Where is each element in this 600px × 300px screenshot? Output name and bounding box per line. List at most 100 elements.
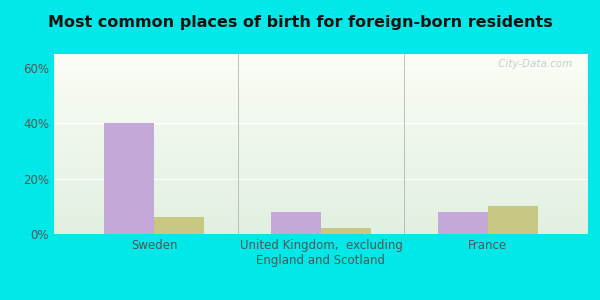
Bar — [54, 81, 588, 83]
Bar — [54, 128, 588, 130]
Bar — [54, 142, 588, 144]
Bar — [54, 151, 588, 153]
Bar — [54, 121, 588, 122]
Bar — [54, 185, 588, 187]
Bar — [54, 178, 588, 180]
Bar — [54, 101, 588, 103]
Bar — [54, 232, 588, 234]
Bar — [54, 54, 588, 56]
Bar — [488, 206, 538, 234]
Bar — [54, 205, 588, 207]
Bar — [54, 117, 588, 119]
Bar — [54, 176, 588, 178]
Bar — [54, 184, 588, 185]
Bar — [54, 119, 588, 121]
Bar — [54, 216, 588, 218]
Bar — [54, 166, 588, 167]
Bar — [54, 225, 588, 227]
Bar — [54, 83, 588, 85]
Bar — [54, 200, 588, 202]
Text: City-Data.com: City-Data.com — [494, 59, 572, 69]
Bar — [54, 175, 588, 176]
Bar — [54, 171, 588, 173]
Bar — [54, 191, 588, 193]
Bar — [54, 77, 588, 79]
Bar — [54, 108, 588, 110]
Bar — [54, 130, 588, 131]
Bar — [54, 94, 588, 95]
Bar — [54, 115, 588, 117]
Bar — [54, 112, 588, 113]
Bar — [54, 223, 588, 225]
Bar — [54, 58, 588, 59]
Bar — [54, 194, 588, 196]
Bar — [54, 164, 588, 166]
Bar — [54, 90, 588, 92]
Bar — [54, 221, 588, 223]
Bar — [54, 173, 588, 175]
Bar — [54, 155, 588, 157]
Bar — [54, 103, 588, 104]
Bar — [54, 214, 588, 216]
Bar — [54, 158, 588, 160]
Bar — [54, 59, 588, 61]
Bar — [54, 149, 588, 151]
Bar — [54, 79, 588, 81]
Bar — [54, 86, 588, 88]
Bar — [54, 207, 588, 209]
Bar — [54, 135, 588, 137]
Bar — [54, 220, 588, 221]
Bar — [54, 88, 588, 90]
Bar — [54, 182, 588, 184]
Bar — [54, 167, 588, 169]
Bar — [54, 131, 588, 133]
Bar — [54, 122, 588, 124]
Bar — [54, 193, 588, 194]
Text: Most common places of birth for foreign-born residents: Most common places of birth for foreign-… — [47, 15, 553, 30]
Bar — [54, 211, 588, 212]
Bar — [54, 99, 588, 101]
Bar — [54, 85, 588, 86]
Bar — [54, 65, 588, 67]
Bar — [54, 196, 588, 198]
Bar — [54, 124, 588, 126]
Bar — [54, 72, 588, 74]
Bar — [438, 212, 488, 234]
Bar — [54, 157, 588, 158]
Bar — [54, 68, 588, 70]
Bar — [54, 56, 588, 58]
Bar — [54, 104, 588, 106]
Bar — [54, 212, 588, 214]
Bar — [54, 137, 588, 139]
Bar — [54, 113, 588, 115]
Bar — [54, 153, 588, 155]
Bar — [54, 144, 588, 146]
Bar — [54, 148, 588, 149]
Bar — [54, 97, 588, 99]
Bar — [54, 227, 588, 229]
Bar — [54, 209, 588, 211]
Bar — [54, 133, 588, 135]
Bar — [54, 162, 588, 164]
Bar — [54, 189, 588, 191]
Bar — [271, 212, 321, 234]
Bar — [54, 187, 588, 189]
Bar — [54, 74, 588, 76]
Bar — [54, 203, 588, 205]
Bar — [154, 218, 204, 234]
Bar — [54, 160, 588, 162]
Bar — [54, 92, 588, 94]
Bar — [54, 70, 588, 72]
Bar — [54, 198, 588, 200]
Bar — [54, 146, 588, 148]
Bar — [54, 63, 588, 65]
Bar — [54, 110, 588, 112]
Bar — [104, 123, 154, 234]
Bar — [54, 95, 588, 97]
Bar — [54, 61, 588, 63]
Bar — [54, 230, 588, 232]
Bar — [54, 169, 588, 171]
Bar — [54, 106, 588, 108]
Bar — [54, 126, 588, 128]
Bar — [54, 76, 588, 77]
